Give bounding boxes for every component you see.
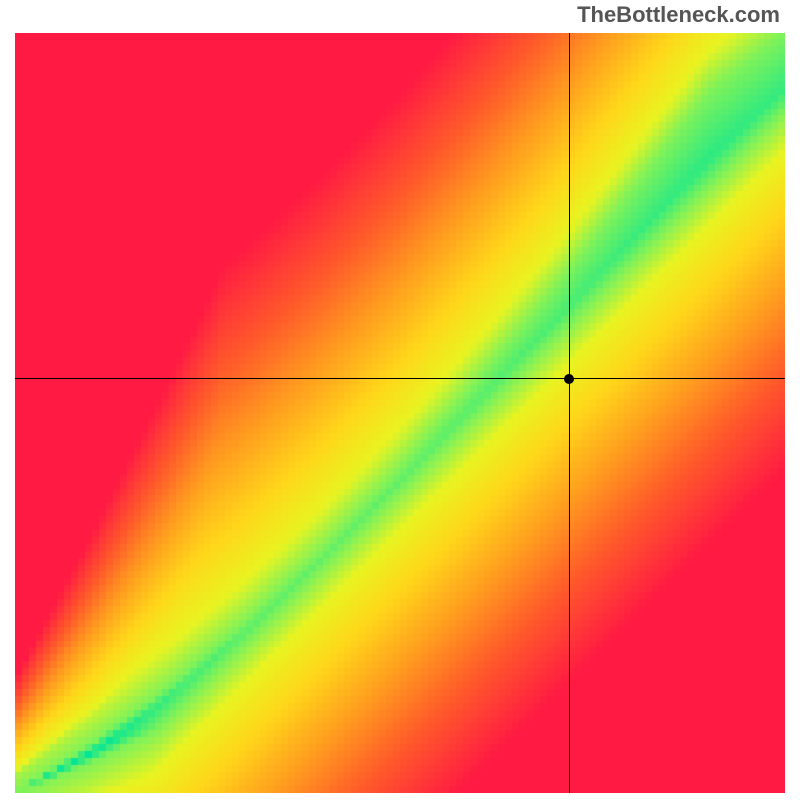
bottleneck-heatmap-chart: TheBottleneck.com (0, 0, 800, 800)
crosshair-horizontal (15, 378, 785, 379)
crosshair-vertical (569, 33, 570, 793)
attribution-label: TheBottleneck.com (577, 2, 780, 28)
heatmap-canvas (15, 33, 785, 793)
